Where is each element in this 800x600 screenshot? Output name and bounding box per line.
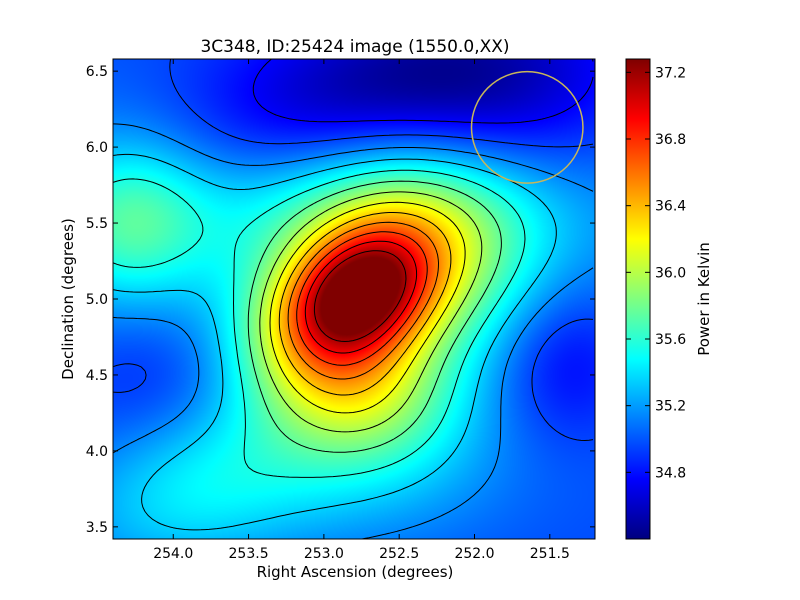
contour-level — [304, 240, 418, 354]
colorbar-label: Power in Kelvin — [695, 242, 713, 356]
y-tick-label: 5.5 — [86, 216, 108, 232]
contour-level — [278, 212, 452, 396]
contour-level — [112, 123, 594, 540]
y-tick-label: 5.0 — [86, 292, 108, 308]
colorbar-ticks: 34.8 35.2 35.6 36.0 36.4 36.8 37.2 — [626, 65, 686, 481]
x-tick-label: 251.5 — [530, 546, 570, 562]
contour-level — [112, 58, 594, 441]
y-tick-label: 4.5 — [86, 368, 108, 384]
colorbar-frame — [625, 58, 651, 540]
colorbar-tick-label: 36.4 — [655, 199, 686, 215]
x-tick-label: 252.5 — [379, 546, 419, 562]
colorbar-tick-label: 35.2 — [655, 399, 686, 415]
y-tick-label: 6.5 — [86, 64, 108, 80]
y-tick-label: 6.0 — [86, 140, 108, 156]
contour-level — [252, 58, 594, 124]
y-axis: 3.5 4.0 4.5 5.0 5.5 6.0 6.5 — [86, 64, 595, 536]
contour-level — [112, 169, 526, 478]
x-tick-label: 254.0 — [153, 546, 193, 562]
x-tick-label: 252.0 — [454, 546, 494, 562]
contour-level — [287, 221, 439, 380]
colorbar-tick-label: 34.8 — [655, 465, 686, 481]
x-tick-label: 253.0 — [304, 546, 344, 562]
colorbar-tick-label: 36.8 — [655, 132, 686, 148]
contour-level — [269, 201, 466, 414]
colorbar-tick-label: 37.2 — [655, 65, 686, 81]
contour-level — [296, 231, 428, 366]
y-tick-label: 4.0 — [86, 444, 108, 460]
plot-area — [112, 58, 596, 540]
x-axis-label: Right Ascension (degrees) — [257, 563, 454, 581]
contour-lines — [112, 58, 594, 540]
y-tick-label: 3.5 — [86, 520, 108, 536]
y-axis-label: Declination (degrees) — [59, 218, 77, 380]
contour-level — [112, 153, 557, 531]
contour-level — [313, 250, 407, 342]
x-tick-label: 253.5 — [229, 546, 269, 562]
colorbar-gradient — [626, 59, 650, 539]
colorbar-tick-label: 36.0 — [655, 265, 686, 281]
contour-level — [247, 180, 502, 453]
overlay-circle — [470, 70, 584, 184]
colorbar: 34.8 35.2 35.6 36.0 36.4 36.8 37.2 Power in Ke… — [625, 58, 713, 540]
x-axis: 254.0 253.5 253.0 252.5 252.0 251.5 — [153, 59, 570, 562]
heatmap-image — [113, 59, 595, 539]
colorbar-tick-label: 35.6 — [655, 332, 686, 348]
contour-level — [259, 191, 483, 433]
chart-title: 3C348, ID:25424 image (1550.0,XX) — [200, 37, 509, 57]
